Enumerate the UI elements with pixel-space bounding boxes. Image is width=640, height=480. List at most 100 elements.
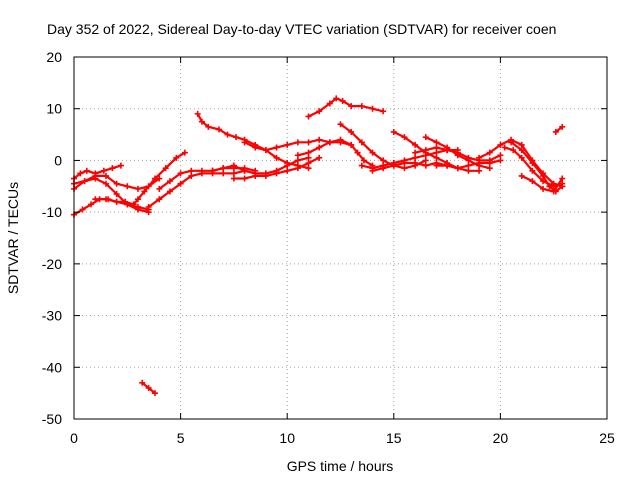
data-point (433, 149, 440, 156)
x-axis-label: GPS time / hours (287, 458, 394, 474)
data-point (486, 165, 493, 172)
data-point (177, 180, 184, 187)
data-point (508, 139, 515, 146)
chart-title: Day 352 of 2022, Sidereal Day-to-day VTE… (47, 21, 556, 37)
data-point (141, 188, 148, 195)
data-point (109, 165, 116, 172)
data-point (273, 144, 280, 151)
y-tick-label: 0 (54, 152, 62, 168)
data-point (79, 206, 86, 213)
data-point (305, 160, 312, 167)
data-point (486, 160, 493, 167)
data-point (518, 154, 525, 161)
data-point (497, 152, 504, 159)
data-point (529, 167, 536, 174)
data-point (333, 95, 340, 102)
data-point (220, 165, 227, 172)
data-point (433, 144, 440, 151)
data-point (358, 103, 365, 110)
data-point (316, 136, 323, 143)
data-point (316, 144, 323, 151)
series-arc-13 (305, 95, 387, 120)
data-point (102, 180, 109, 187)
x-tick-label: 20 (493, 430, 509, 446)
data-point (339, 97, 346, 104)
y-tick-label: 10 (46, 101, 62, 117)
data-point (412, 154, 419, 161)
series-arc-25 (518, 172, 566, 195)
series-line (360, 149, 459, 170)
series-line (72, 151, 186, 216)
data-point (230, 175, 237, 182)
data-point (294, 139, 301, 146)
data-point (412, 141, 419, 148)
data-point (284, 141, 291, 148)
x-tick-label: 0 (70, 430, 78, 446)
data-point (220, 170, 227, 177)
y-tick-label: -40 (42, 359, 62, 375)
data-point (337, 121, 344, 128)
data-point (83, 167, 90, 174)
data-point (369, 167, 376, 174)
data-point (518, 147, 525, 154)
data-point (77, 170, 84, 177)
series-line (147, 169, 246, 209)
data-point (305, 139, 312, 146)
data-point (188, 172, 195, 179)
data-point (305, 113, 312, 120)
data-point (422, 134, 429, 141)
data-point (465, 162, 472, 169)
plot-frame (73, 56, 608, 420)
data-point (326, 139, 333, 146)
data-point (380, 165, 387, 172)
data-point (454, 152, 461, 159)
data-point (198, 118, 205, 125)
data-point (294, 165, 301, 172)
data-point (546, 183, 553, 190)
data-point (326, 100, 333, 107)
ticks: 0 5 10 15 20 25 -50 -40 -30 -20 -10 0 10 20 (42, 49, 615, 446)
data-point (559, 123, 566, 130)
data-point (369, 149, 376, 156)
data-point (305, 165, 312, 172)
data-point (369, 105, 376, 112)
data-point (102, 172, 109, 179)
data-point (465, 167, 472, 174)
data-point (241, 167, 248, 174)
data-point (273, 154, 280, 161)
data-point (134, 203, 141, 210)
data-point (559, 183, 566, 190)
data-point (510, 147, 517, 154)
data-point (501, 144, 508, 151)
data-point (433, 162, 440, 169)
data-point (262, 172, 269, 179)
data-point (476, 167, 483, 174)
data-point (540, 172, 547, 179)
data-point (444, 162, 451, 169)
data-point (100, 167, 107, 174)
data-point (316, 154, 323, 161)
data-point (205, 123, 212, 130)
data-point (476, 154, 483, 161)
data-point (390, 162, 397, 169)
series-group (71, 95, 566, 397)
data-point (401, 165, 408, 172)
data-point (224, 131, 231, 138)
data-point (348, 103, 355, 110)
data-point (188, 167, 195, 174)
data-point (529, 160, 536, 167)
data-point (156, 196, 163, 203)
data-point (102, 196, 109, 203)
x-tick-label: 15 (386, 430, 402, 446)
data-point (252, 172, 259, 179)
data-point (559, 175, 566, 182)
data-point (433, 154, 440, 161)
data-point (215, 126, 222, 133)
data-point (198, 167, 205, 174)
data-point (433, 139, 440, 146)
data-point (552, 128, 559, 135)
data-point (305, 154, 312, 161)
data-point (177, 170, 184, 177)
